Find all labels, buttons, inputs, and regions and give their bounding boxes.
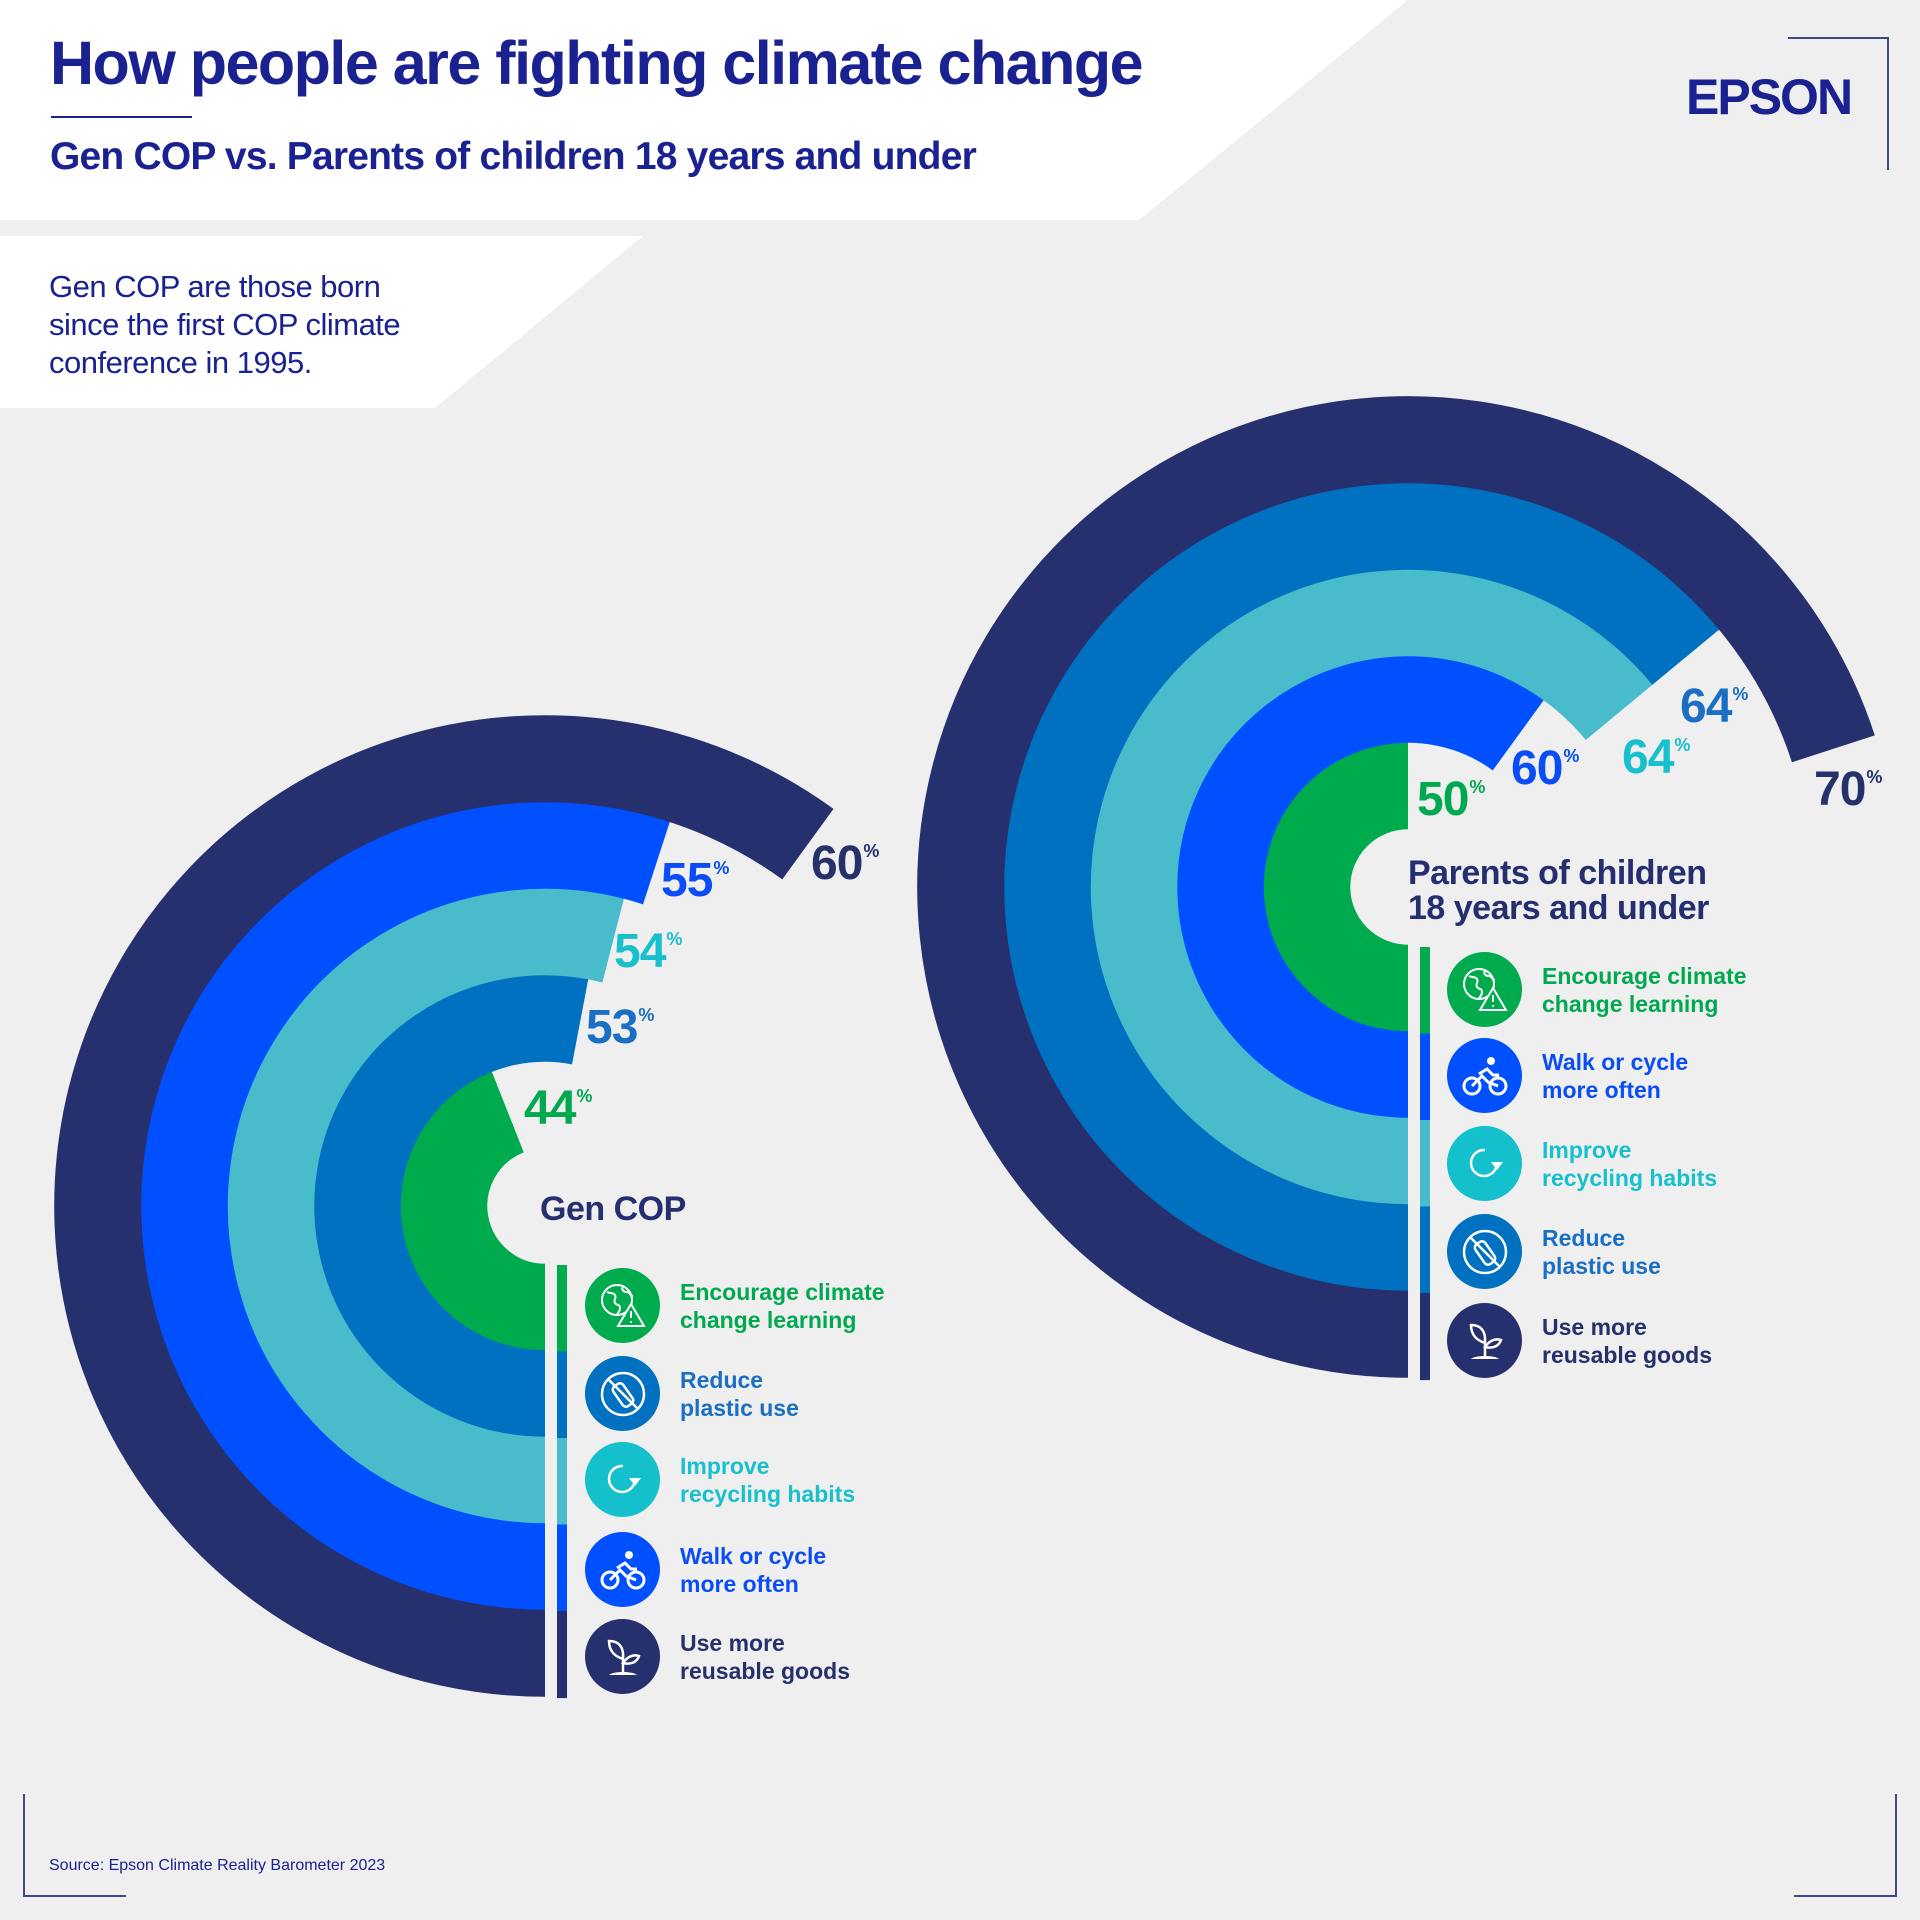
legend-stripe-use-more-reusable-goods <box>557 1611 567 1699</box>
legend-label: Walk or cycle more often <box>1542 1048 1689 1103</box>
legend-stripe-reduce-plastic-use <box>1420 1206 1430 1294</box>
legend-stripe-walk-or-cycle-more-often <box>557 1524 567 1612</box>
gen-cop-radial-chart <box>54 715 834 1699</box>
arc-improve-recycling-habits <box>227 888 624 1524</box>
arc-use-more-reusable-goods <box>54 715 834 1697</box>
legend-stripe-improve-recycling-habits <box>1420 1120 1430 1208</box>
legend-item: Use more reusable goods <box>1447 1303 1712 1378</box>
legend-item: Improve recycling habits <box>1447 1126 1717 1201</box>
legend-stripe-encourage-climate-change-learning <box>1420 947 1430 1035</box>
corner-frame-lines <box>23 37 1897 1897</box>
legend-item: Reduce plastic use <box>1447 1214 1661 1289</box>
description-panel <box>0 236 643 408</box>
legend-label: Encourage climate change learning <box>680 1278 885 1333</box>
legend-item: Reduce plastic use <box>585 1356 799 1431</box>
data-label-gen-cop-reusable: 60% <box>811 837 879 890</box>
legend-item: Improve recycling habits <box>585 1442 855 1517</box>
legend-label: Improve recycling habits <box>1542 1136 1718 1191</box>
arc-use-more-reusable-goods <box>917 396 1875 1378</box>
legend-item: Walk or cycle more often <box>1447 1038 1688 1113</box>
arc-encourage-climate-change-learning <box>400 1071 547 1351</box>
arc-encourage-climate-change-learning <box>1263 742 1410 1032</box>
legend-label: Improve recycling habits <box>680 1452 856 1507</box>
legend-item: Encourage climate change learning <box>1447 952 1747 1027</box>
legend-label: Encourage climate change learning <box>1542 962 1747 1017</box>
data-label-parents-recycling: 64% <box>1622 731 1690 784</box>
legend-stripe-encourage-climate-change-learning <box>557 1265 567 1353</box>
legend-label: Walk or cycle more often <box>680 1542 827 1597</box>
legend-stripe-walk-or-cycle-more-often <box>1420 1033 1430 1121</box>
globe-warning-icon <box>1447 952 1522 1027</box>
no-plastic-bottle-icon <box>585 1356 660 1431</box>
data-label-parents-plastic: 64% <box>1680 680 1748 733</box>
title-divider <box>51 116 192 118</box>
parents-radial-chart <box>917 396 1875 1381</box>
data-label-parents-learning: 50% <box>1417 773 1485 826</box>
legend-stripe-use-more-reusable-goods <box>1420 1293 1430 1381</box>
no-plastic-bottle-icon <box>1447 1214 1522 1289</box>
recycle-arrow-icon <box>1447 1126 1522 1201</box>
data-label-gen-cop-learning: 44% <box>524 1082 592 1135</box>
data-label-gen-cop-recycling: 54% <box>614 925 682 978</box>
arc-reduce-plastic-use <box>313 974 589 1438</box>
cyclist-icon <box>585 1532 660 1607</box>
sprout-icon <box>1447 1303 1522 1378</box>
legend-item: Walk or cycle more often <box>585 1532 826 1607</box>
legend-label: Reduce plastic use <box>680 1366 799 1421</box>
globe-warning-icon <box>585 1268 660 1343</box>
page-subtitle: Gen COP vs. Parents of children 18 years… <box>50 135 977 178</box>
header-panel <box>0 0 1408 220</box>
source-note: Source: Epson Climate Reality Barometer … <box>49 1857 386 1874</box>
legend-stripe-reduce-plastic-use <box>557 1351 567 1439</box>
data-label-gen-cop-walk: 55% <box>661 854 729 907</box>
chart-title-parents: Parents of children 18 years and under <box>1408 854 1709 927</box>
gen-cop-definition: Gen COP are those born since the first C… <box>49 269 401 380</box>
data-label-gen-cop-plastic: 53% <box>586 1001 654 1054</box>
data-label-parents-reusable: 70% <box>1814 763 1882 816</box>
legend-label: Use more reusable goods <box>680 1629 850 1684</box>
arc-reduce-plastic-use <box>1003 482 1720 1292</box>
arc-walk-or-cycle-more-often <box>1176 655 1544 1119</box>
legend-stripe-improve-recycling-habits <box>557 1438 567 1526</box>
sprout-icon <box>585 1619 660 1694</box>
arc-walk-or-cycle-more-often <box>140 801 670 1611</box>
page-title: How people are fighting climate change <box>50 29 1144 97</box>
chart-title-gen-cop: Gen COP <box>540 1190 686 1228</box>
data-label-parents-walk: 60% <box>1511 742 1579 795</box>
legend-label: Reduce plastic use <box>1542 1224 1661 1279</box>
legend-item: Use more reusable goods <box>585 1619 850 1694</box>
epson-logo: EPSON <box>1686 69 1853 125</box>
cyclist-icon <box>1447 1038 1522 1113</box>
legend-label: Use more reusable goods <box>1542 1313 1712 1368</box>
legend-item: Encourage climate change learning <box>585 1268 885 1343</box>
arc-improve-recycling-habits <box>1090 569 1653 1205</box>
recycle-arrow-icon <box>585 1442 660 1517</box>
